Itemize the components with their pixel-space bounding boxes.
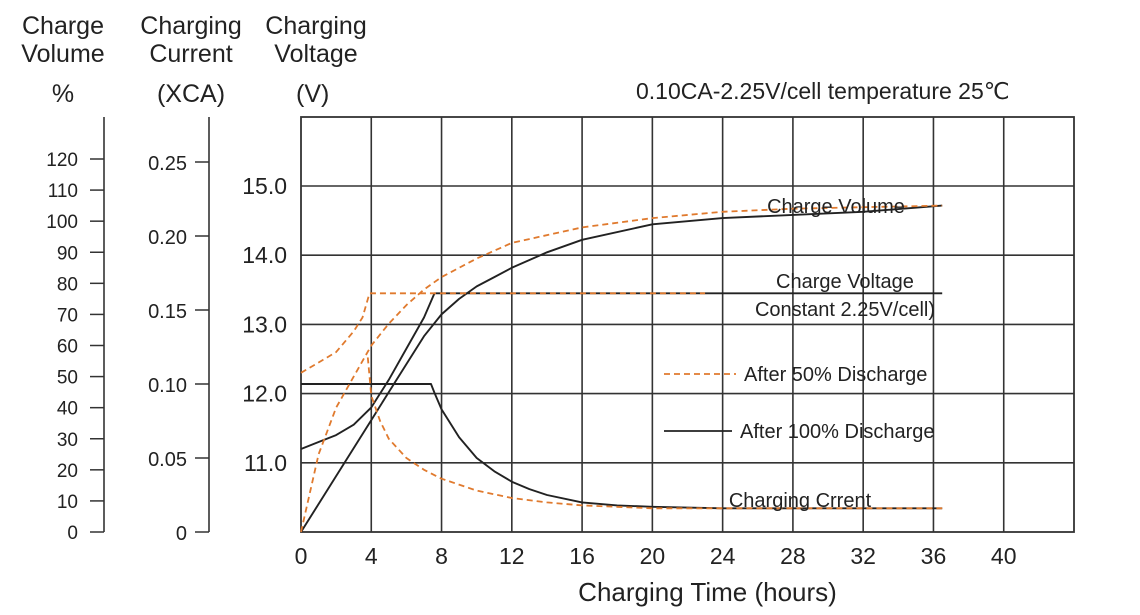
- voltage-header-line1: Charging: [265, 12, 367, 40]
- legend-label-after-50: After 50% Discharge: [744, 364, 927, 386]
- current-tick-label: 0.05: [148, 449, 187, 471]
- plot-frame: [300, 116, 1075, 533]
- volume-unit: %: [51, 80, 75, 108]
- volume-tick-label: 100: [46, 212, 78, 233]
- voltage-tick-label: 13.0: [242, 311, 287, 337]
- current-tick-label: 0: [176, 523, 187, 545]
- annotation-charge-voltage: Charge Voltage: [776, 271, 914, 293]
- volume-tick-label: 120: [46, 150, 78, 171]
- legend-label-after-100: After 100% Discharge: [740, 421, 935, 443]
- voltage-tick-label: 12.0: [242, 381, 287, 407]
- volume-tick-label: 0: [67, 523, 78, 544]
- volume-tick-label: 20: [57, 461, 78, 482]
- current-header-line1: Charging: [140, 12, 242, 40]
- series-voltage-after-50: [300, 292, 706, 374]
- voltage-tick-label: 11.0: [244, 450, 287, 476]
- volume-tick-label: 10: [57, 492, 78, 513]
- x-tick-label: 20: [640, 543, 666, 569]
- series-volume-after-50: [300, 204, 943, 533]
- x-tick-label: 4: [365, 543, 378, 569]
- current-tick-label: 0.25: [148, 153, 187, 175]
- volume-header-line1: Charge: [22, 12, 104, 40]
- x-tick-label: 32: [850, 543, 876, 569]
- x-tick-label: 16: [569, 543, 595, 569]
- current-tick-label: 0.15: [148, 301, 187, 323]
- x-tick-label: 24: [710, 543, 736, 569]
- voltage-unit: (V): [296, 80, 330, 108]
- annotation-charge-volume: Charge Volume: [767, 196, 905, 218]
- current-tick-label: 0.20: [148, 227, 187, 249]
- series-current-after-50: [366, 357, 943, 510]
- current-tick-label: 0.10: [148, 375, 187, 397]
- voltage-tick-label: 15.0: [242, 173, 287, 199]
- series-current-after-100: [301, 383, 943, 510]
- volume-tick-label: 110: [48, 181, 78, 202]
- x-tick-label: 28: [780, 543, 806, 569]
- current-header-line2: Current: [149, 40, 233, 68]
- x-tick-label: 8: [435, 543, 448, 569]
- volume-tick-label: 80: [57, 274, 78, 295]
- volume-tick-label: 90: [57, 243, 78, 264]
- volume-tick-label: 30: [57, 430, 78, 451]
- current-unit: (XCA): [156, 80, 226, 108]
- test-condition: 0.10CA-2.25V/cell temperature 25℃: [636, 78, 1010, 104]
- voltage-header-line2: Voltage: [274, 40, 358, 68]
- voltage-tick-label: 14.0: [242, 242, 287, 268]
- x-tick-label: 36: [921, 543, 947, 569]
- x-tick-label: 40: [991, 543, 1017, 569]
- x-tick-label: 0: [295, 543, 308, 569]
- annotation-charge-voltage-constant: Constant 2.25V/cell): [755, 299, 935, 321]
- x-axis-label: Charging Time (hours): [578, 577, 837, 607]
- volume-tick-label: 70: [57, 305, 78, 326]
- x-tick-label: 12: [499, 543, 525, 569]
- volume-tick-label: 50: [57, 368, 78, 389]
- volume-tick-label: 60: [57, 337, 78, 358]
- volume-header-line2: Volume: [21, 40, 105, 68]
- volume-tick-label: 40: [57, 399, 78, 420]
- series-voltage-after-100: [300, 292, 943, 450]
- annotation-charging-current: Charging Crrent: [729, 490, 872, 512]
